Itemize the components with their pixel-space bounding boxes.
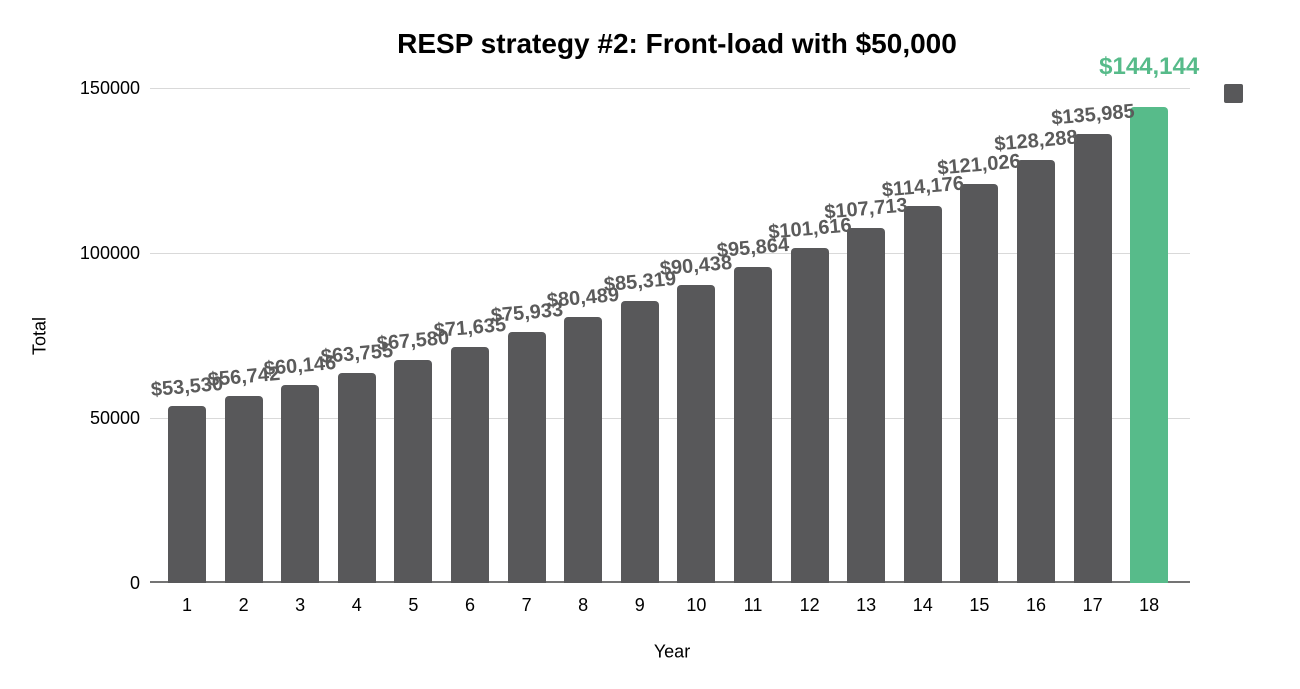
x-tick-8: 8 — [578, 595, 589, 615]
bar-year-17[interactable] — [1073, 134, 1112, 583]
bar-year-13[interactable] — [847, 227, 886, 583]
x-tick-9: 9 — [634, 595, 645, 615]
x-tick-5: 5 — [408, 595, 419, 615]
bar-year-11[interactable] — [734, 266, 772, 583]
gridline-150000 — [150, 88, 1190, 89]
x-tick-7: 7 — [521, 595, 532, 615]
x-tick-2: 2 — [238, 595, 249, 615]
bar-year-2[interactable] — [224, 395, 263, 583]
x-tick-6: 6 — [464, 595, 475, 615]
x-tick-17: 17 — [1082, 595, 1103, 615]
gridline-100000 — [150, 253, 1190, 254]
bar-year-8[interactable] — [564, 317, 603, 583]
bar-year-16[interactable] — [1017, 159, 1055, 583]
bar-year-12[interactable] — [790, 247, 829, 583]
y-tick-100000: 100000 — [79, 243, 140, 263]
bar-year-10[interactable] — [677, 284, 716, 583]
bar-year-15[interactable] — [960, 183, 999, 583]
x-tick-15: 15 — [969, 595, 990, 615]
bar-year-3[interactable] — [281, 384, 320, 583]
y-tick-150000: 150000 — [79, 78, 140, 98]
x-tick-3: 3 — [295, 595, 306, 615]
x-tick-10: 10 — [686, 595, 707, 615]
y-tick-50000: 50000 — [89, 408, 140, 428]
legend-series-marker[interactable] — [1224, 84, 1243, 103]
bar-year-9[interactable] — [620, 301, 659, 583]
x-axis-baseline — [150, 581, 1190, 583]
plot-area: $53,530 $56,742 $60,146 $63,755 $67,580 $71,6… — [150, 53, 1199, 583]
bar-year-18[interactable] — [1130, 107, 1169, 583]
bar-year-6[interactable] — [451, 346, 489, 583]
bar-year-4[interactable] — [337, 372, 376, 583]
x-tick-18: 18 — [1139, 595, 1160, 615]
y-tick-0: 0 — [129, 573, 140, 593]
bar-year-1[interactable] — [168, 406, 206, 583]
x-tick-14: 14 — [912, 595, 933, 615]
bar-year-7[interactable] — [507, 332, 546, 583]
y-axis-title: Total — [29, 316, 50, 356]
x-tick-1: 1 — [181, 595, 192, 615]
bar-year-14[interactable] — [903, 206, 942, 583]
x-tick-13: 13 — [856, 595, 877, 615]
x-tick-12: 12 — [799, 595, 820, 615]
bar-value-label-year-18: $144,144 — [1099, 52, 1200, 80]
gridline-50000 — [150, 418, 1190, 419]
x-axis-title: Year — [653, 641, 691, 662]
x-tick-16: 16 — [1025, 595, 1047, 615]
bar-year-5[interactable] — [394, 360, 433, 583]
x-tick-11: 11 — [743, 595, 763, 615]
chart-title: RESP strategy #2: Front-load with $50,00… — [397, 28, 957, 59]
x-tick-4: 4 — [351, 595, 362, 615]
